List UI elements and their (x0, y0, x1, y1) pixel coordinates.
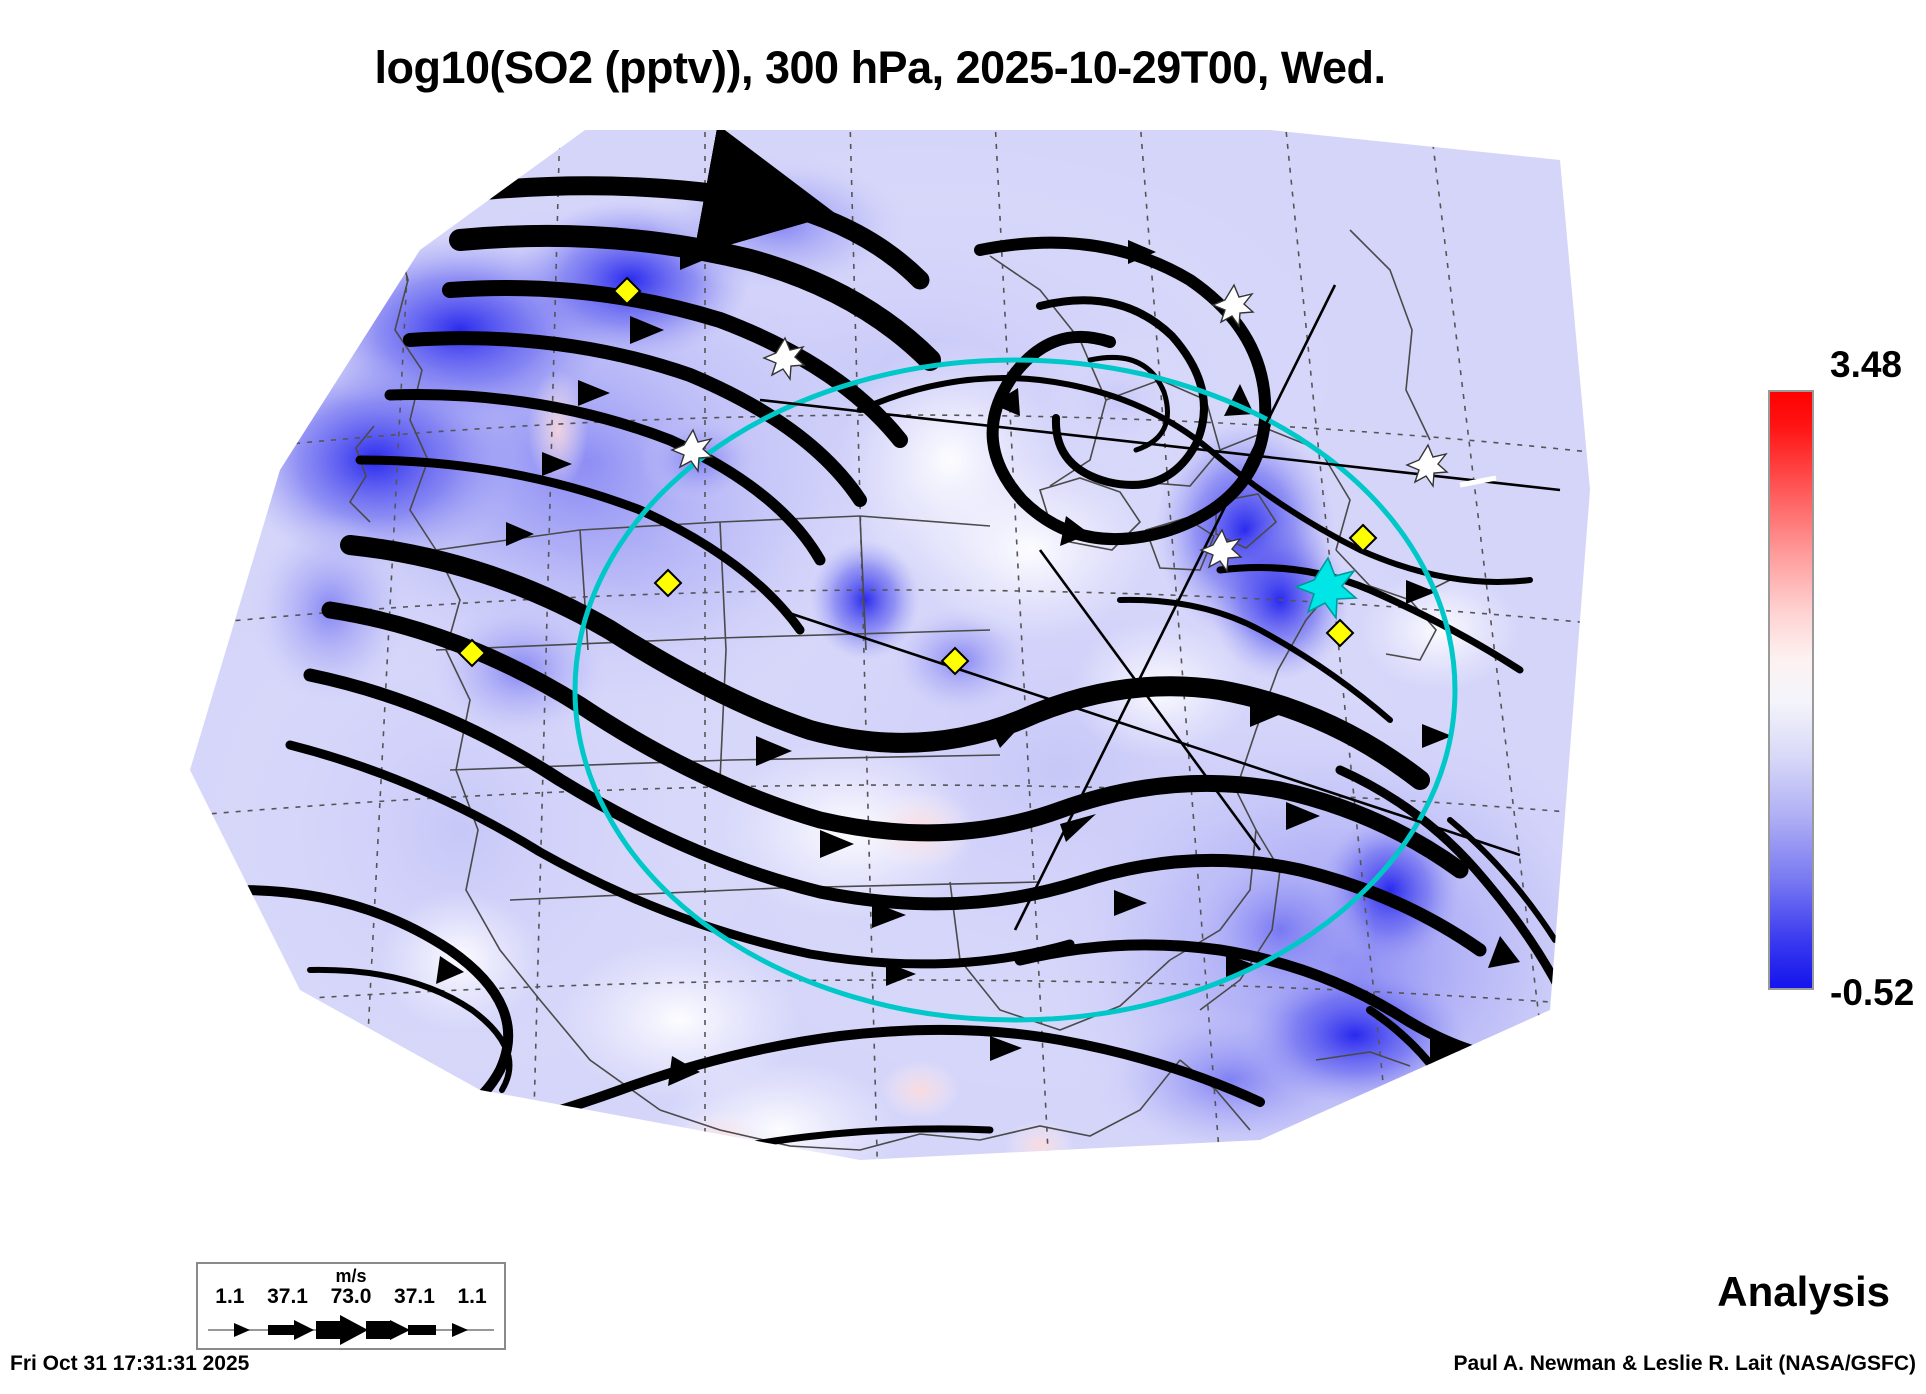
wind-value: 37.1 (394, 1285, 435, 1308)
station-marker[interactable] (940, 646, 970, 676)
page-title: log10(SO2 (pptv)), 300 hPa, 2025-10-29T0… (374, 42, 1386, 93)
analysis-domain-circle (572, 357, 1458, 1023)
target-site-star[interactable] (1293, 556, 1359, 621)
wind-units-label: m/s (335, 1266, 367, 1286)
wind-value: 37.1 (267, 1285, 308, 1308)
map-canvas[interactable] (160, 130, 1680, 1260)
map-panel[interactable] (160, 130, 1680, 1260)
colorbar[interactable]: 3.48 -0.52 (1768, 344, 1914, 1013)
city-markers[interactable] (670, 283, 1449, 574)
wind-value: 73.0 (330, 1285, 372, 1308)
atlantic-highlight (1459, 475, 1497, 488)
wind-value: 1.1 (457, 1285, 487, 1308)
station-marker[interactable] (612, 276, 642, 306)
colorbar-max-label: 3.48 (1830, 344, 1903, 385)
transect-lines (759, 284, 1561, 931)
render-timestamp: Fri Oct 31 17:31:31 2025 (10, 1352, 250, 1375)
wind-value: 1.1 (215, 1285, 245, 1308)
coastlines (348, 225, 1505, 1151)
station-marker[interactable] (1348, 523, 1378, 553)
station-marker[interactable] (457, 638, 487, 668)
colorbar-min-label: -0.52 (1830, 972, 1915, 1013)
station-marker[interactable] (653, 568, 683, 598)
wind-speed-legend: m/s 1.1 37.1 73.0 37.1 1.1 (196, 1262, 506, 1350)
analysis-label: Analysis (1717, 1268, 1890, 1315)
wind-value-row: 1.1 37.1 73.0 37.1 1.1 (198, 1285, 504, 1309)
station-marker[interactable] (1325, 618, 1355, 648)
author-credit: Paul A. Newman & Leslie R. Lait (NASA/GS… (1453, 1352, 1916, 1375)
wind-arrow-scale-icon (208, 1315, 494, 1345)
station-markers[interactable] (457, 276, 1378, 676)
colorbar-gradient[interactable] (1768, 390, 1814, 990)
